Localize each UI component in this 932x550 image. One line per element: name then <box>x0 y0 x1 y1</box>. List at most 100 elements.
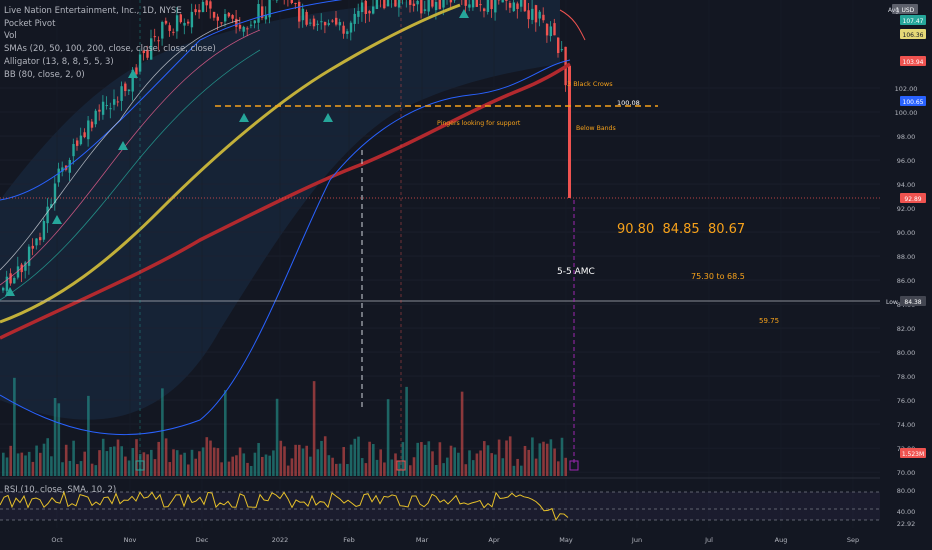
candle <box>342 25 345 34</box>
candle <box>157 40 160 42</box>
candle <box>264 14 268 20</box>
candle <box>61 167 64 172</box>
annotation-below-bands: Below Bands <box>576 125 616 132</box>
indicator-vol[interactable]: Vol <box>4 31 17 41</box>
volume-bar <box>309 456 312 476</box>
volume-bar <box>153 459 157 476</box>
volume-bar <box>198 451 201 476</box>
candles <box>2 0 571 295</box>
low-label: Low <box>886 299 898 306</box>
candle-crash <box>568 66 571 198</box>
candle <box>409 0 412 5</box>
candle <box>501 0 504 3</box>
candle <box>560 49 564 51</box>
candle <box>520 0 523 7</box>
volume-bar <box>113 446 116 476</box>
candle <box>449 0 453 3</box>
volume-bar <box>490 453 493 476</box>
candle <box>534 5 538 23</box>
volume-bar <box>316 449 320 476</box>
candle <box>131 70 134 92</box>
volume-bar <box>545 443 549 476</box>
volume-bar <box>72 440 75 476</box>
volume-bar <box>486 445 490 476</box>
time-tick: Dec <box>196 536 209 544</box>
alligator-jaw <box>0 29 261 286</box>
volume-bar <box>286 465 290 476</box>
candle <box>172 31 175 33</box>
avg-label: Avg <box>888 7 899 14</box>
candle <box>549 26 552 37</box>
price-badge <box>892 4 918 14</box>
price-tick: 80.00 <box>897 349 916 357</box>
candle <box>83 132 86 138</box>
volume-bar <box>460 391 464 476</box>
time-tick: Oct <box>51 536 63 544</box>
candle <box>346 31 349 34</box>
price-tick: 88.00 <box>897 253 916 261</box>
candle <box>383 0 386 9</box>
volume-bar <box>227 461 231 476</box>
candle <box>338 22 342 26</box>
candle <box>434 2 438 11</box>
volume-bar <box>272 450 275 476</box>
candle <box>224 14 227 22</box>
rsi-line <box>0 490 569 522</box>
volume-bar <box>516 458 519 476</box>
volume-bar <box>431 451 434 476</box>
candle <box>505 0 508 1</box>
pocket-pivot-marker <box>5 287 15 296</box>
volume-bar <box>68 460 72 476</box>
volume-bar <box>135 439 138 476</box>
annotation-pingers: Pingers looking for support <box>437 120 521 127</box>
annotation-target-range: 75.30 to 68.5 <box>691 272 745 281</box>
candle <box>475 0 478 7</box>
volume-bar <box>386 399 390 476</box>
sma-200-line <box>0 62 571 340</box>
candle <box>416 0 419 5</box>
indicator-pocket-pivot[interactable]: Pocket Pivot <box>4 19 56 29</box>
candle <box>94 110 97 125</box>
candle <box>305 11 308 25</box>
price-badge-label: 1 USD <box>896 7 915 14</box>
volume-bar <box>212 447 216 476</box>
indicator-rsi[interactable]: RSI (10, close, SMA, 10, 2) <box>4 485 116 495</box>
symbol-title: Live Nation Entertainment, Inc., 1D, NYS… <box>4 6 182 16</box>
volume-bar <box>423 444 427 476</box>
candle <box>142 50 145 54</box>
candle <box>246 28 249 30</box>
candle <box>220 22 223 24</box>
volume-bar <box>201 447 205 476</box>
volume-bar <box>416 442 419 476</box>
price-tick: 70.00 <box>897 469 916 477</box>
volume-bar <box>16 453 20 476</box>
candle <box>87 120 90 140</box>
time-tick: Nov <box>124 536 137 544</box>
candle <box>13 277 16 284</box>
volume-bar <box>183 452 186 476</box>
candle <box>327 23 330 25</box>
candle <box>412 3 416 6</box>
candle <box>486 0 490 12</box>
candle <box>531 8 534 20</box>
volume-bar <box>94 465 98 476</box>
volume-bar <box>190 449 194 476</box>
volume-bar <box>261 456 264 476</box>
volume-bar <box>257 443 260 476</box>
candle <box>135 67 138 75</box>
candle <box>227 12 231 17</box>
indicator-bb[interactable]: BB (80, close, 2, 0) <box>4 70 85 80</box>
indicator-smas[interactable]: SMAs (20, 50, 100, 200, close, close, cl… <box>4 44 216 54</box>
volume-bar <box>246 462 249 476</box>
volume-bar <box>50 456 53 476</box>
price-badge <box>900 96 926 106</box>
alligator-tail <box>559 9 586 41</box>
candle <box>438 0 441 10</box>
time-axis[interactable]: Oct Nov Dec 2022 Feb Mar Apr May Jun Jul Aug Sep <box>51 536 859 544</box>
volume-bar <box>353 438 357 476</box>
candle <box>235 18 238 27</box>
indicator-alligator[interactable]: Alligator (13, 8, 8, 5, 5, 3) <box>4 57 114 67</box>
price-tick: 82.00 <box>897 325 916 333</box>
volume-bar <box>76 464 79 476</box>
